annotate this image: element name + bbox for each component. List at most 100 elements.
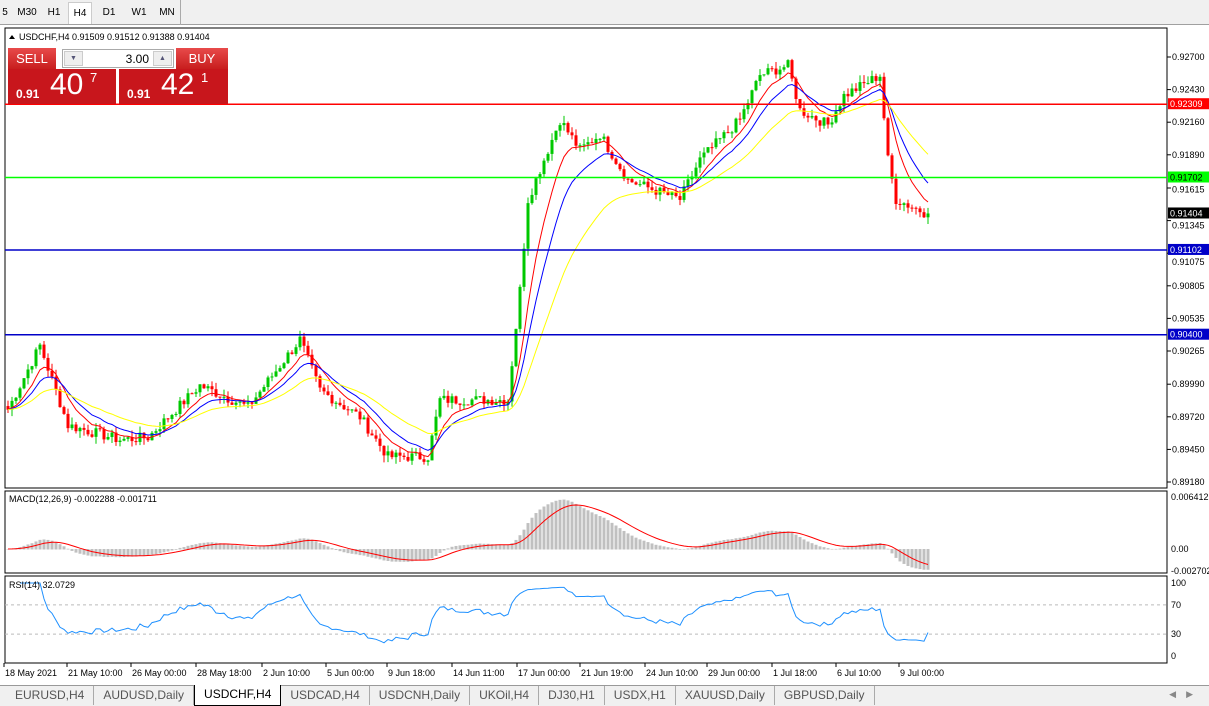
macd-histogram-bar [466, 544, 470, 550]
timeframe-d1[interactable]: D1 [102, 7, 116, 18]
candle [50, 370, 54, 377]
chart-tab-xauusd-daily[interactable]: XAUUSD,Daily [676, 686, 775, 705]
candle [694, 167, 698, 177]
chart-tab-usdcnh-daily[interactable]: USDCNH,Daily [370, 686, 471, 705]
candle [218, 396, 222, 398]
candle [534, 178, 538, 195]
candle [662, 187, 666, 192]
tab-scroll-arrows-icon[interactable]: ◀▶ [1169, 689, 1203, 699]
chart-tab-eurusd-h4[interactable]: EURUSD,H4 [6, 686, 95, 705]
timeframe-h1[interactable]: H1 [47, 7, 61, 18]
candle [926, 213, 930, 218]
candle [14, 397, 18, 401]
macd-histogram-bar [658, 545, 662, 550]
candle [754, 80, 758, 91]
macd-histogram-bar [486, 543, 490, 550]
candle [574, 135, 578, 146]
candle [734, 118, 738, 133]
macd-histogram-bar [458, 545, 462, 550]
macd-histogram-bar [542, 506, 546, 550]
sell-button[interactable]: SELL [8, 48, 56, 69]
candle [478, 396, 482, 398]
chart-tab-usdcad-h4[interactable]: USDCAD,H4 [281, 686, 370, 705]
lot-size-stepper[interactable]: ▼ ▲ [62, 49, 174, 68]
macd-histogram-bar [750, 534, 754, 550]
macd-histogram-bar [190, 544, 194, 550]
candle [546, 153, 550, 161]
candle [830, 122, 834, 125]
macd-histogram-bar [186, 545, 190, 550]
timeframe-w1[interactable]: W1 [131, 7, 147, 18]
macd-histogram-bar [574, 503, 578, 550]
candle [194, 392, 198, 394]
macd-histogram-bar [794, 534, 798, 550]
lot-size-input[interactable] [85, 51, 151, 66]
macd-label: MACD(12,26,9) -0.002288 -0.001711 [9, 494, 157, 504]
timeframe-mn[interactable]: MN [159, 7, 175, 18]
macd-histogram-bar [282, 542, 286, 550]
hline-price-badge [1168, 243, 1209, 255]
time-tick-label: 21 May 10:00 [68, 668, 123, 678]
candle [626, 178, 630, 180]
candle [558, 125, 562, 131]
candle [622, 169, 626, 179]
macd-histogram-bar [898, 549, 902, 562]
candle [810, 116, 814, 118]
macd-histogram-bar [6, 549, 10, 550]
candle [878, 76, 882, 81]
candle [346, 409, 350, 411]
macd-histogram-bar [402, 549, 406, 562]
macd-histogram-bar [74, 549, 78, 553]
candle [726, 132, 730, 134]
macd-histogram-bar [666, 547, 670, 550]
macd-histogram-bar [142, 549, 146, 556]
chart-tab-ukoil-h4[interactable]: UKOil,H4 [470, 686, 540, 705]
candle [170, 414, 174, 419]
decrease-lot-icon[interactable]: ▼ [64, 51, 83, 66]
candle [18, 388, 22, 398]
candle [30, 366, 34, 370]
macd-histogram-bar [46, 539, 50, 550]
macd-histogram-bar [382, 549, 386, 561]
macd-histogram-bar [406, 549, 410, 562]
candle [778, 69, 782, 75]
candle [286, 352, 290, 364]
macd-histogram-bar [838, 548, 842, 550]
chart-tab-gbpusd-daily[interactable]: GBPUSD,Daily [775, 686, 875, 705]
macd-histogram-bar [234, 545, 238, 550]
current-price-label: 0.91404 [1170, 208, 1203, 218]
candle [366, 417, 370, 434]
buy-price[interactable]: 0.91 42 1 [119, 68, 228, 104]
chart-tab-usdchf-h4[interactable]: USDCHF,H4 [194, 685, 282, 706]
candle [154, 431, 158, 433]
chart-tab-usdx-h1[interactable]: USDX,H1 [605, 686, 676, 705]
chart-tab-audusd-daily[interactable]: AUDUSD,Daily [94, 686, 195, 705]
candle [266, 377, 270, 388]
macd-histogram-bar [746, 536, 750, 550]
macd-histogram-bar [154, 549, 158, 555]
timeframe-5[interactable]: 5 [2, 7, 8, 18]
price-chart[interactable]: 0.927000.924300.921600.918900.916150.913… [0, 0, 1209, 685]
macd-histogram-bar [578, 506, 582, 550]
macd-histogram-bar [634, 537, 638, 550]
timeframe-h4[interactable]: H4 [68, 2, 92, 24]
macd-histogram-bar [326, 546, 330, 550]
candle [70, 424, 74, 429]
macd-histogram-bar [50, 540, 54, 550]
main-pane [4, 27, 1168, 489]
macd-histogram-bar [194, 544, 198, 550]
chart-tab-dj30-h1[interactable]: DJ30,H1 [539, 686, 605, 705]
hline-price-badge [1168, 171, 1209, 183]
increase-lot-icon[interactable]: ▲ [153, 51, 172, 66]
macd-histogram-bar [742, 536, 746, 550]
time-tick-label: 1 Jul 18:00 [773, 668, 817, 678]
timeframe-m30[interactable]: M30 [17, 7, 37, 18]
price-tick-label: 0.91345 [1172, 220, 1205, 230]
candle [802, 108, 806, 116]
candle [826, 117, 830, 125]
candle [326, 391, 330, 395]
sell-price[interactable]: 0.91 40 7 [8, 68, 116, 104]
macd-histogram-bar [862, 544, 866, 550]
macd-histogram-bar [262, 545, 266, 550]
buy-button[interactable]: BUY [176, 48, 228, 69]
